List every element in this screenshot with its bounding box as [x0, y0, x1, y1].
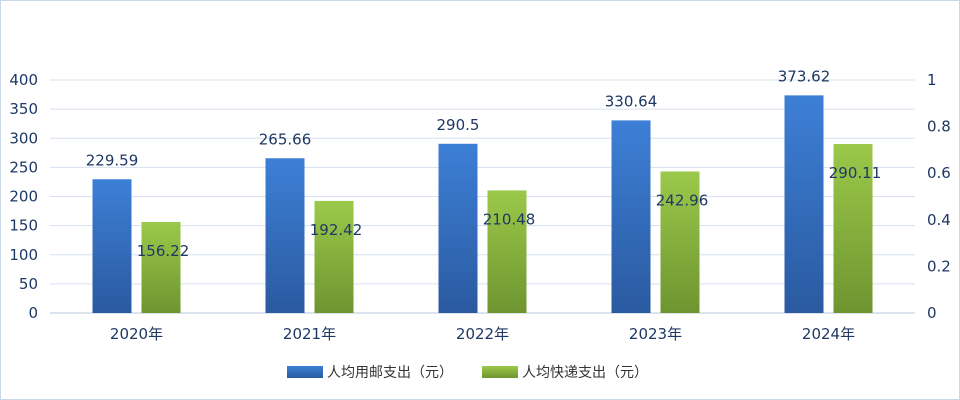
x-tick-label: 2024年 — [802, 325, 855, 343]
data-label: 242.96 — [656, 191, 709, 209]
data-label: 290.11 — [829, 164, 882, 182]
x-axis: 2020年 2021年 2022年 2023年 2024年 — [110, 325, 855, 343]
gridlines — [50, 79, 915, 314]
data-label: 330.64 — [605, 92, 658, 110]
bar-postal — [92, 179, 132, 313]
legend: 人均用邮支出（元） 人均快递支出（元） — [287, 365, 648, 381]
x-tick-label: 2020年 — [110, 325, 163, 343]
y-left-tick-label: 200 — [9, 188, 38, 206]
legend-label: 人均快递支出（元） — [522, 365, 648, 381]
data-label: 210.48 — [483, 210, 536, 228]
y-right-tick-label: 0.8 — [927, 118, 951, 136]
bar-express — [141, 222, 181, 313]
legend-label: 人均用邮支出（元） — [327, 365, 453, 381]
legend-swatch — [287, 366, 323, 378]
data-labels: 229.59 156.22 265.66 192.42 290.5 210.48 330.6… — [86, 67, 882, 260]
data-label: 373.62 — [778, 67, 831, 85]
y-right-tick-label: 0.6 — [927, 164, 951, 182]
bar-express — [314, 200, 354, 313]
bar-express — [660, 171, 700, 313]
bar-express — [833, 144, 873, 313]
bar-postal — [438, 143, 478, 313]
legend-swatch — [482, 366, 518, 378]
x-tick-label: 2022年 — [456, 325, 509, 343]
y-axis-left: 0 50 100 150 200 250 300 350 400 — [9, 71, 38, 322]
y-right-tick-label: 1 — [927, 71, 937, 89]
y-left-tick-label: 0 — [28, 304, 38, 322]
y-left-tick-label: 400 — [9, 71, 38, 89]
y-right-tick-label: 0 — [927, 304, 937, 322]
data-label: 192.42 — [310, 221, 363, 239]
y-left-tick-label: 50 — [19, 275, 38, 293]
y-right-tick-label: 0.4 — [927, 211, 951, 229]
y-left-tick-label: 100 — [9, 246, 38, 264]
y-right-tick-label: 0.2 — [927, 257, 951, 275]
bar-express — [487, 190, 527, 313]
bars — [92, 95, 873, 314]
bar-postal — [265, 158, 305, 313]
y-left-tick-label: 250 — [9, 158, 38, 176]
y-left-tick-label: 350 — [9, 100, 38, 118]
y-left-tick-label: 300 — [9, 129, 38, 147]
bar-postal — [784, 95, 824, 313]
x-tick-label: 2023年 — [629, 325, 682, 343]
data-label: 156.22 — [137, 242, 190, 260]
y-axis-right: 0 0.2 0.4 0.6 0.8 1 — [927, 71, 951, 322]
data-label: 265.66 — [259, 130, 312, 148]
bar-postal — [611, 120, 651, 314]
x-tick-label: 2021年 — [283, 325, 336, 343]
data-label: 229.59 — [86, 151, 139, 169]
data-label: 290.5 — [437, 116, 480, 134]
y-left-tick-label: 150 — [9, 217, 38, 235]
